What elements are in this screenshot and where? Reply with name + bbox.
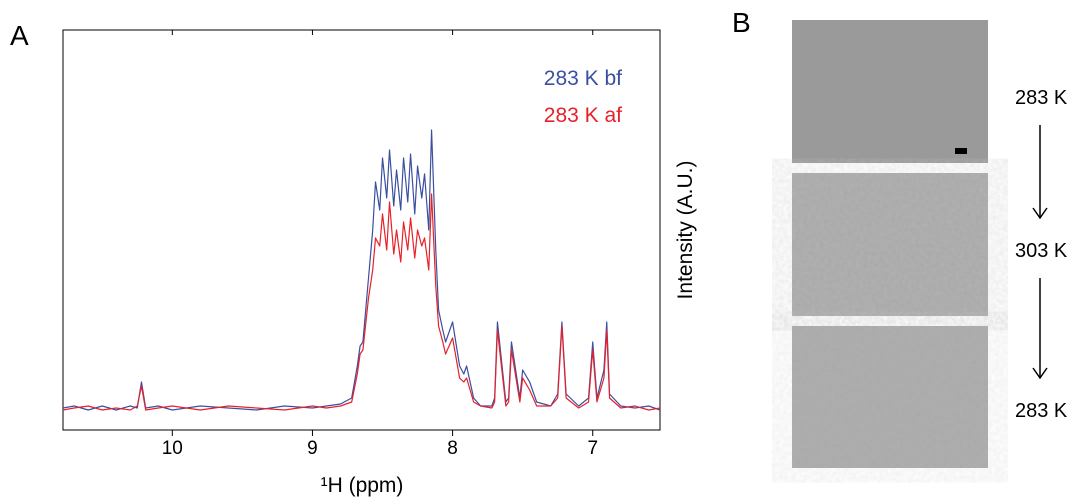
x-tick-label: 10: [162, 438, 183, 459]
panel-label: A: [10, 20, 29, 51]
y-axis-label: Intensity (A.U.): [674, 161, 697, 300]
plot-frame: [62, 29, 661, 431]
spectrum-line: [63, 129, 660, 411]
scale-bar: [955, 148, 967, 154]
micrograph: [792, 20, 988, 163]
legend-entry: 283 K bf: [544, 67, 622, 90]
micrograph-texture: [792, 326, 988, 468]
micrograph-texture: [792, 173, 988, 316]
temperature-label: 283 K: [1015, 400, 1068, 422]
x-tick-label: 8: [447, 438, 458, 459]
legend-entry: 283 K af: [544, 104, 622, 127]
temperature-label: 283 K: [1015, 87, 1068, 109]
spectrum-line: [63, 193, 660, 411]
temperature-label: 303 K: [1015, 240, 1068, 262]
x-axis-label: ¹H (ppm): [321, 474, 404, 497]
x-tick-label: 9: [307, 438, 318, 459]
x-tick-label: 7: [587, 438, 598, 459]
panel-label: B: [732, 7, 751, 38]
plot-area: [63, 129, 660, 411]
arrows: [1032, 125, 1048, 380]
